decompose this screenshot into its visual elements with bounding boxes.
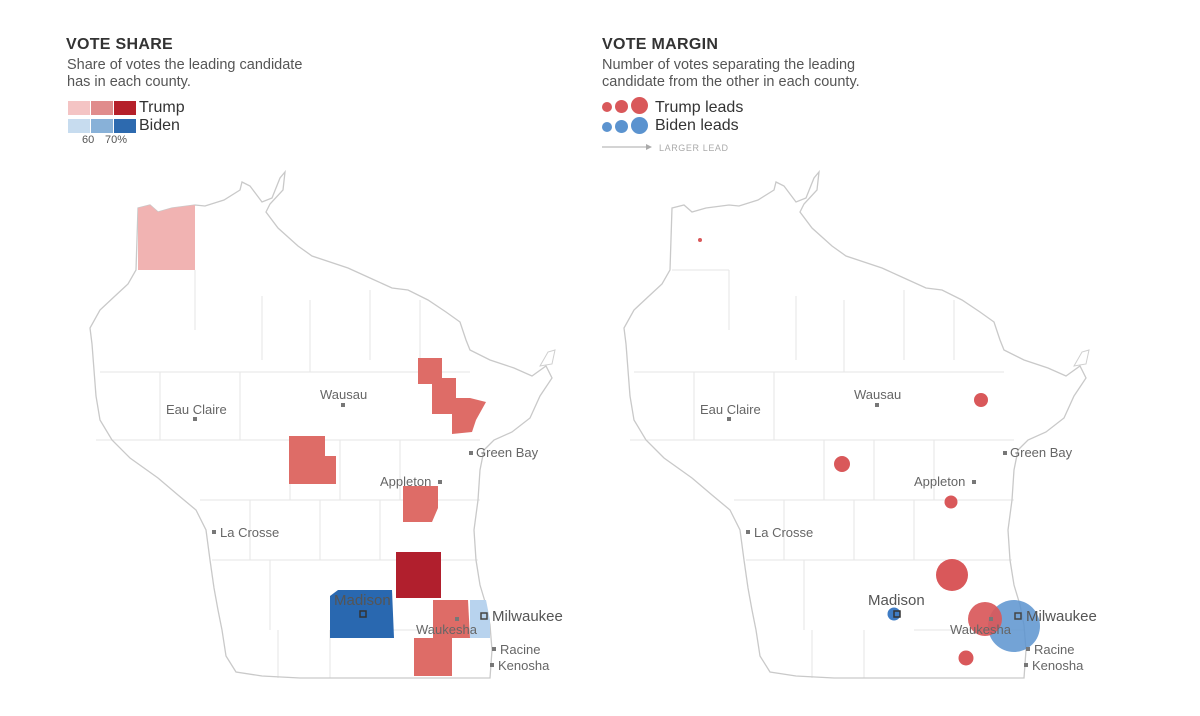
larger-lead-arrow-icon: [602, 144, 652, 150]
county-dane: [330, 590, 394, 638]
bubble-waukesha: [968, 602, 1002, 636]
city-madison: Madison: [334, 592, 391, 609]
city-eau-claire: Eau Claire: [166, 402, 227, 417]
county-waukesha: [433, 600, 470, 638]
trump-swatch-mid: [91, 101, 113, 115]
city-waukesha: Waukesha: [416, 622, 478, 637]
city-appleton-margin: Appleton: [914, 474, 965, 489]
city-eau-claire-margin: Eau Claire: [700, 402, 761, 417]
city-milwaukee-margin: Milwaukee: [1026, 608, 1097, 625]
city-wausau: Wausau: [320, 387, 367, 402]
trump-circle-small: [602, 102, 612, 112]
county-milwaukee: [470, 600, 490, 638]
county-winnebago: [403, 486, 438, 522]
trump-circle-large: [631, 97, 648, 114]
city-green-bay: Green Bay: [476, 445, 539, 460]
trump-swatch-high: [114, 101, 136, 115]
city-kenosha-margin: Kenosha: [1032, 658, 1084, 673]
vote-share-panel: VOTE SHARE Share of votes the leading ca…: [66, 36, 563, 679]
biden-circle-large: [631, 117, 648, 134]
city-la-crosse: La Crosse: [220, 525, 279, 540]
bubble-dodge: [936, 559, 968, 591]
city-madison-margin: Madison: [868, 592, 925, 609]
trump-legend-label: Trump: [139, 99, 185, 116]
county-dodge: [396, 552, 441, 598]
trump-swatch-low: [68, 101, 90, 115]
city-wausau-margin: Wausau: [854, 387, 901, 402]
biden-circle-mid: [615, 120, 628, 133]
trump-leads-label: Trump leads: [655, 99, 744, 116]
bubble-shawano: [974, 393, 988, 407]
vote-margin-title: VOTE MARGIN: [602, 36, 719, 53]
share-tick-70: 70%: [105, 134, 128, 146]
county-shawano: [418, 358, 486, 434]
city-waukesha-margin: Waukesha: [950, 622, 1012, 637]
biden-share-swatches: [68, 119, 137, 133]
bubble-walworth: [958, 650, 974, 666]
city-kenosha: Kenosha: [498, 658, 550, 673]
biden-leads-label: Biden leads: [655, 117, 739, 134]
city-green-bay-margin: Green Bay: [1010, 445, 1073, 460]
vote-margin-subtitle: Number of votes separating the leading c…: [602, 57, 860, 90]
vote-share-map: Eau Claire Wausau Green Bay Appleton La …: [89, 171, 563, 679]
county-boundaries-margin: [630, 269, 1024, 678]
county-wood: [289, 436, 336, 484]
county-walworth: [414, 638, 452, 676]
bubble-wood: [834, 456, 850, 472]
bubble-winnebago: [944, 495, 958, 509]
city-milwaukee: Milwaukee: [492, 608, 563, 625]
bubble-milwaukee: [988, 600, 1040, 652]
share-tick-60: 60: [82, 134, 95, 146]
city-la-crosse-margin: La Crosse: [754, 525, 813, 540]
larger-lead-label: LARGER LEAD: [659, 143, 729, 153]
vote-margin-map: Eau Claire Wausau Green Bay Appleton La …: [623, 171, 1097, 679]
city-appleton: Appleton: [380, 474, 431, 489]
city-markers-margin: [727, 403, 1030, 667]
trump-share-swatches: [68, 101, 137, 115]
bubble-douglas: [698, 238, 702, 242]
city-racine: Racine: [500, 642, 540, 657]
city-markers: [193, 403, 496, 667]
biden-circle-small: [602, 122, 612, 132]
trump-circle-mid: [615, 100, 628, 113]
county-douglas: [138, 205, 195, 270]
biden-legend-label: Biden: [139, 117, 180, 134]
vote-share-title: VOTE SHARE: [66, 36, 174, 53]
city-racine-margin: Racine: [1034, 642, 1074, 657]
biden-swatch-low: [68, 119, 90, 133]
biden-swatch-high: [114, 119, 136, 133]
vote-margin-panel: VOTE MARGIN Number of votes separating t…: [534, 0, 1134, 716]
vote-share-subtitle: Share of votes the leading candidate has…: [67, 57, 303, 90]
biden-swatch-mid: [91, 119, 113, 133]
